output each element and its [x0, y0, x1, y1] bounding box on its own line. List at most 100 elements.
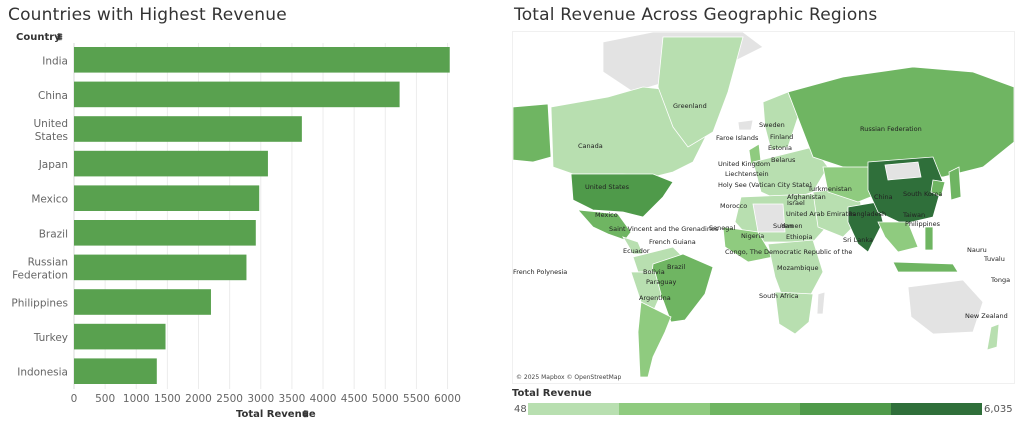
bar-turkey[interactable] [74, 323, 166, 350]
map-label: Brazil [667, 263, 685, 271]
region-australia[interactable] [907, 279, 984, 335]
region-greenland[interactable] [657, 36, 744, 148]
category-label[interactable]: Brazil [39, 228, 68, 240]
bar-philippines[interactable] [74, 289, 211, 315]
map-title: Total Revenue Across Geographic Regions [514, 5, 878, 25]
legend-max-value: 6,035 [984, 404, 1013, 415]
map-label: Argentina [639, 294, 671, 302]
region-indonesia[interactable] [892, 261, 959, 273]
map-regions[interactable] [513, 32, 1014, 378]
legend-title: Total Revenue [512, 388, 592, 399]
bar-india[interactable] [74, 47, 450, 73]
map-label: Ecuador [623, 247, 650, 255]
category-label[interactable]: Indonesia [17, 367, 68, 379]
row-header-country[interactable]: Country [16, 32, 61, 43]
category-label[interactable]: Philippines [11, 298, 68, 310]
map-region-labels: Greenland Canada United States Mexico Saint … [513, 102, 1010, 320]
map-label: Turkmenistan [807, 185, 852, 193]
map-label: Holy See (Vatican City State) [718, 181, 812, 189]
map-label: Nauru [967, 246, 987, 254]
bar-chart-x-ticks: 0 500 1000 1500 2000 2500 3000 3500 4000 4500 5000… [71, 393, 461, 405]
map-label: Sri Lanka [843, 236, 873, 244]
map-label: Saint Vincent and the Grenadines [609, 225, 719, 233]
x-tick-label: 2000 [185, 393, 212, 405]
bar-indonesia[interactable] [74, 358, 157, 384]
category-label[interactable]: India [42, 55, 68, 67]
x-tick-label: 3000 [247, 393, 274, 405]
legend-color-step [709, 403, 801, 415]
region-peru-bolivia[interactable] [630, 271, 662, 313]
map-label: Belarus [771, 156, 796, 164]
region-iceland[interactable] [737, 119, 754, 131]
map-label: Bangladesh [848, 210, 886, 218]
category-label[interactable]: Mexico [31, 194, 68, 206]
map-label: Bolivia [643, 268, 665, 276]
region-west-africa[interactable] [722, 226, 774, 263]
map-label: Taiwan [902, 211, 925, 219]
region-southern-africa[interactable] [774, 291, 814, 335]
region-southeast-asia[interactable] [877, 221, 919, 253]
x-axis-sort-icon[interactable]: ⩩ [303, 409, 309, 420]
bar-chart: India China United States Japan Mexico Brazil R… [11, 32, 461, 420]
map-label: Mozambique [777, 264, 819, 272]
x-tick-label: 2500 [216, 393, 243, 405]
region-central-america[interactable] [622, 236, 644, 255]
x-tick-label: 5500 [403, 393, 430, 405]
region-argentina-chile[interactable] [637, 301, 672, 378]
region-united-states[interactable] [570, 173, 674, 218]
region-madagascar[interactable] [816, 291, 826, 315]
x-axis-label[interactable]: Total Revenue [236, 409, 316, 420]
category-label[interactable]: China [38, 90, 68, 102]
map-label: Tonga [990, 276, 1010, 284]
world-map-svg[interactable]: Greenland Canada United States Mexico Saint … [513, 32, 1014, 383]
legend-color-step [528, 403, 619, 415]
map-label: Paraguay [646, 278, 676, 286]
category-label[interactable]: Japan [38, 159, 68, 171]
category-label[interactable]: Turkey [33, 332, 68, 344]
x-tick-label: 4000 [310, 393, 337, 405]
region-mongolia[interactable] [884, 161, 922, 181]
legend-color-step [618, 403, 710, 415]
map-label: Nigeria [741, 232, 764, 240]
bar-chart-categories: India China United States Japan Mexico Brazil R… [11, 55, 68, 378]
map-label: United Kingdom [718, 160, 770, 168]
bar-united-states[interactable] [74, 116, 302, 142]
region-new-zealand[interactable] [986, 323, 1000, 351]
map-label: Estonia [768, 144, 792, 152]
map-label: Ethiopia [786, 233, 812, 241]
map-label: Yemen [780, 222, 803, 230]
region-korea-japan[interactable] [930, 166, 962, 201]
legend-color-step [891, 403, 982, 415]
map-attribution[interactable]: © 2025 Mapbox © OpenStreetMap [516, 374, 622, 381]
category-label[interactable]: Russian Federation [12, 256, 68, 281]
map-label: United Arab Emirates [786, 210, 856, 218]
map-label: Canada [578, 142, 603, 150]
region-russia[interactable] [787, 66, 1014, 178]
x-tick-label: 3500 [279, 393, 306, 405]
map-label: Sweden [759, 121, 785, 129]
map-label: Senegal [709, 224, 735, 232]
legend-min-value: 48 [514, 404, 527, 415]
map-label: Russian Federation [860, 125, 922, 133]
category-label[interactable]: United States [34, 118, 69, 143]
bar-chart-title: Countries with Highest Revenue [8, 5, 287, 25]
row-header-sort-icon[interactable]: ⩩ [57, 32, 63, 43]
map-label: Philippines [905, 220, 941, 228]
region-philippines[interactable] [924, 226, 934, 251]
bar-russian-federation[interactable] [74, 254, 247, 281]
map-label: Mexico [595, 211, 618, 219]
x-tick-label: 1000 [123, 393, 150, 405]
x-tick-label: 1500 [154, 393, 181, 405]
region-sahara-gray[interactable] [752, 203, 786, 233]
x-tick-label: 500 [95, 393, 115, 405]
x-tick-label: 0 [71, 393, 78, 405]
bar-japan[interactable] [74, 150, 268, 177]
map-label: South Korea [903, 190, 942, 198]
bar-brazil[interactable] [74, 220, 256, 246]
map-label: Afghanistan [787, 193, 826, 201]
bar-mexico[interactable] [74, 185, 260, 211]
bar-china[interactable] [74, 81, 400, 108]
choropleth-map[interactable]: Greenland Canada United States Mexico Saint … [512, 31, 1015, 384]
map-label: United States [585, 183, 630, 191]
region-alaska[interactable] [513, 103, 552, 163]
